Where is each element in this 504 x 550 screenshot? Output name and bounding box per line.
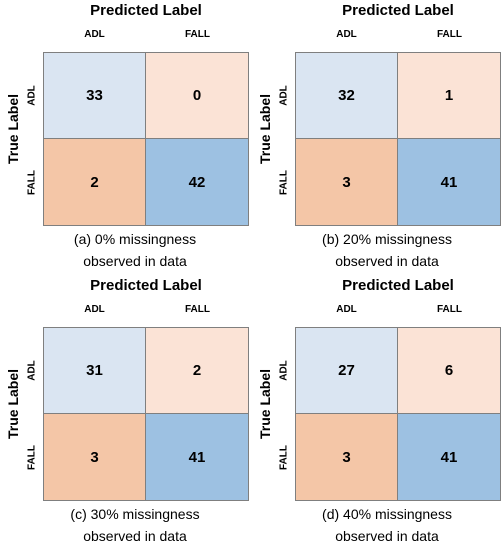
confusion-matrix-panel-b: Predicted Label ADL FALL True Label ADL … (252, 0, 504, 275)
cell-true-fall-pred-adl: 3 (44, 414, 146, 500)
confusion-matrix-panel-a: Predicted Label ADL FALL True Label ADL … (0, 0, 252, 275)
row-label-fall-text: FALL (278, 170, 290, 195)
predicted-label-title: Predicted Label (90, 277, 202, 294)
confusion-matrix-grid: 31 2 3 41 (43, 327, 249, 501)
confusion-matrix-grid: 32 1 3 41 (295, 52, 501, 226)
predicted-label-title: Predicted Label (90, 2, 202, 19)
predicted-label-title: Predicted Label (342, 2, 454, 19)
cell-true-fall-pred-adl: 2 (44, 139, 146, 225)
cell-true-adl-pred-adl: 32 (296, 53, 398, 139)
predicted-label-title: Predicted Label (342, 277, 454, 294)
true-label-text: True Label (5, 93, 21, 165)
cell-true-adl-pred-adl: 27 (296, 328, 398, 414)
row-label-adl-text: ADL (278, 360, 290, 381)
panel-caption: (d) 40% missingness observed in data (322, 506, 452, 544)
cell-true-adl-pred-fall: 2 (146, 328, 248, 414)
confusion-matrix-panel-d: Predicted Label ADL FALL True Label ADL … (252, 275, 504, 550)
confusion-matrix-grid: 27 6 3 41 (295, 327, 501, 501)
row-label-adl-text: ADL (278, 85, 290, 106)
cell-true-adl-pred-fall: 6 (398, 328, 500, 414)
confusion-matrix-panel-c: Predicted Label ADL FALL True Label ADL … (0, 275, 252, 550)
column-label-fall: FALL (185, 304, 210, 315)
cell-true-adl-pred-fall: 1 (398, 53, 500, 139)
true-label-text: True Label (257, 93, 273, 165)
cell-true-fall-pred-adl: 3 (296, 414, 398, 500)
column-label-adl: ADL (84, 29, 105, 40)
row-label-fall-text: FALL (26, 445, 38, 470)
cell-true-fall-pred-fall: 41 (146, 414, 248, 500)
row-label-adl-text: ADL (26, 85, 38, 106)
column-label-fall: FALL (185, 29, 210, 40)
column-label-adl: ADL (336, 304, 357, 315)
cell-true-adl-pred-fall: 0 (146, 53, 248, 139)
panel-caption: (a) 0% missingness observed in data (73, 231, 197, 269)
true-label-text: True Label (5, 368, 21, 440)
row-label-adl-text: ADL (26, 360, 38, 381)
column-label-fall: FALL (437, 304, 462, 315)
cell-true-fall-pred-fall: 42 (146, 139, 248, 225)
column-label-fall: FALL (437, 29, 462, 40)
cell-true-adl-pred-adl: 33 (44, 53, 146, 139)
row-label-fall-text: FALL (26, 170, 38, 195)
true-label-text: True Label (257, 368, 273, 440)
confusion-matrix-grid: 33 0 2 42 (43, 52, 249, 226)
row-label-fall-text: FALL (278, 445, 290, 470)
cell-true-fall-pred-adl: 3 (296, 139, 398, 225)
panel-caption: (b) 20% missingness observed in data (322, 231, 452, 269)
column-label-adl: ADL (336, 29, 357, 40)
cell-true-fall-pred-fall: 41 (398, 414, 500, 500)
column-label-adl: ADL (84, 304, 105, 315)
panel-caption: (c) 30% missingness observed in data (70, 506, 200, 544)
cell-true-fall-pred-fall: 41 (398, 139, 500, 225)
cell-true-adl-pred-adl: 31 (44, 328, 146, 414)
